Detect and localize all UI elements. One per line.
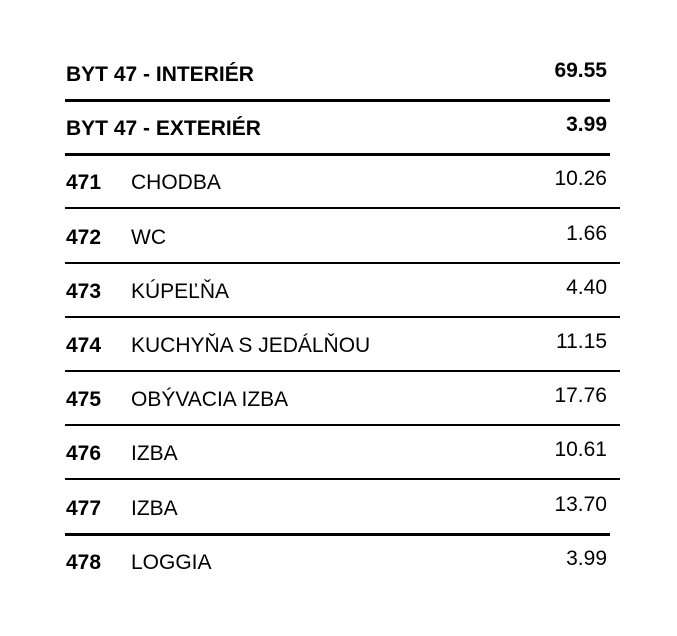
room-name: KÚPEĽŇA [131, 279, 230, 303]
room-name: IZBA [131, 496, 178, 520]
summary-area: 3.99 [566, 113, 607, 137]
separator [65, 99, 610, 102]
room-area: 10.61 [554, 438, 607, 462]
room-name: KUCHYŇA S JEDÁLŇOU [131, 334, 371, 357]
separator [65, 261, 620, 264]
room-area: 17.76 [554, 384, 607, 408]
summary-label: BYT 47 - INTERIÉR [66, 63, 254, 86]
separator [65, 532, 610, 536]
room-number: 475 [66, 388, 102, 412]
room-area: 1.66 [566, 221, 607, 245]
room-name: OBÝVACIA IZBA [131, 388, 289, 412]
room-number: 471 [66, 171, 102, 195]
room-area: 3.99 [566, 546, 607, 570]
room-number: 477 [66, 496, 102, 520]
room-number: 476 [66, 442, 102, 466]
summary-label: BYT 47 - EXTERIÉR [66, 117, 261, 141]
separator [65, 207, 620, 210]
room-area: 4.40 [566, 275, 607, 299]
room-number: 478 [66, 550, 102, 574]
separator [65, 478, 620, 481]
room-area: 11.15 [556, 330, 607, 353]
room-number: 472 [66, 225, 102, 249]
room-name: IZBA [131, 442, 178, 466]
room-area: 13.70 [554, 492, 607, 516]
separator [65, 424, 620, 427]
summary-area: 69.55 [554, 59, 607, 82]
separator [65, 370, 620, 372]
separator [65, 153, 610, 157]
room-number: 474 [66, 334, 102, 357]
room-area: 10.26 [554, 167, 607, 191]
room-name: WC [131, 225, 166, 249]
room-name: CHODBA [131, 171, 221, 195]
room-name: LOGGIA [131, 550, 212, 574]
separator [65, 315, 620, 318]
room-number: 473 [66, 279, 102, 303]
